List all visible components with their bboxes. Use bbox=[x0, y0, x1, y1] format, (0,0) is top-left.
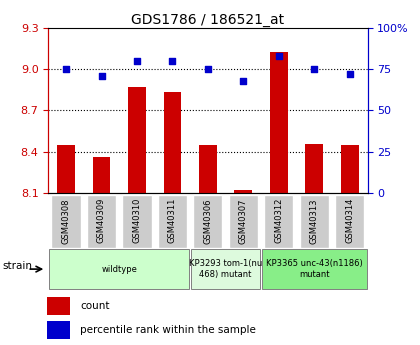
Text: percentile rank within the sample: percentile rank within the sample bbox=[80, 325, 256, 335]
Bar bbox=[163, 92, 181, 193]
Point bbox=[134, 58, 140, 63]
Title: GDS1786 / 186521_at: GDS1786 / 186521_at bbox=[131, 12, 284, 27]
Bar bbox=[270, 52, 288, 193]
Text: GSM40308: GSM40308 bbox=[62, 198, 71, 244]
Text: KP3293 tom-1(nu
468) mutant: KP3293 tom-1(nu 468) mutant bbox=[189, 259, 262, 279]
Point bbox=[346, 71, 353, 77]
FancyBboxPatch shape bbox=[335, 195, 364, 248]
Text: GSM40312: GSM40312 bbox=[274, 198, 284, 244]
Point bbox=[240, 78, 247, 83]
Bar bbox=[47, 321, 70, 339]
FancyBboxPatch shape bbox=[158, 195, 187, 248]
FancyBboxPatch shape bbox=[49, 249, 189, 289]
Text: KP3365 unc-43(n1186)
mutant: KP3365 unc-43(n1186) mutant bbox=[266, 259, 363, 279]
FancyBboxPatch shape bbox=[262, 249, 367, 289]
FancyBboxPatch shape bbox=[264, 195, 294, 248]
Text: GSM40309: GSM40309 bbox=[97, 198, 106, 244]
FancyBboxPatch shape bbox=[52, 195, 81, 248]
Text: GSM40306: GSM40306 bbox=[203, 198, 213, 244]
FancyBboxPatch shape bbox=[193, 195, 223, 248]
Bar bbox=[341, 145, 359, 193]
FancyBboxPatch shape bbox=[191, 249, 260, 289]
Point bbox=[98, 73, 105, 78]
Point bbox=[311, 66, 318, 72]
Bar bbox=[128, 87, 146, 193]
Bar bbox=[199, 145, 217, 193]
FancyBboxPatch shape bbox=[122, 195, 152, 248]
Point bbox=[205, 66, 211, 72]
Text: count: count bbox=[80, 301, 110, 311]
Text: GSM40311: GSM40311 bbox=[168, 198, 177, 244]
Bar bbox=[57, 145, 75, 193]
Text: GSM40307: GSM40307 bbox=[239, 198, 248, 244]
Point bbox=[63, 66, 69, 72]
Point bbox=[169, 58, 176, 63]
FancyBboxPatch shape bbox=[229, 195, 258, 248]
Bar bbox=[93, 157, 110, 193]
Text: wildtype: wildtype bbox=[101, 265, 137, 274]
Bar bbox=[234, 190, 252, 193]
Bar bbox=[305, 144, 323, 193]
Text: GSM40314: GSM40314 bbox=[345, 198, 354, 244]
FancyBboxPatch shape bbox=[87, 195, 116, 248]
FancyBboxPatch shape bbox=[300, 195, 329, 248]
Text: strain: strain bbox=[2, 261, 32, 270]
Bar bbox=[47, 297, 70, 315]
Point bbox=[276, 53, 282, 59]
Text: GSM40310: GSM40310 bbox=[132, 198, 142, 244]
Text: GSM40313: GSM40313 bbox=[310, 198, 319, 244]
